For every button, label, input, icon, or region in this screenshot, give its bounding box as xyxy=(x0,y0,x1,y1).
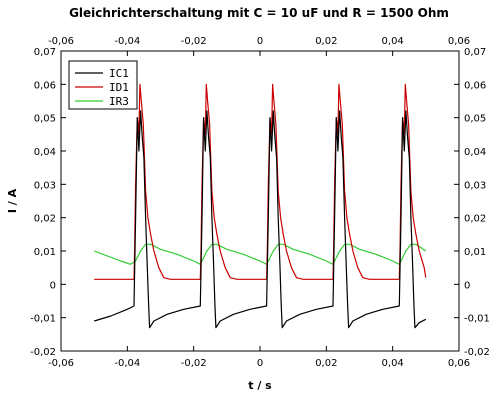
chart-title: Gleichrichterschaltung mit C = 10 uF und… xyxy=(69,6,449,20)
x-tick-label-bottom: -0,06 xyxy=(48,358,74,369)
y-tick-label-right: 0,01 xyxy=(464,247,486,258)
x-tick-label-top: -0,02 xyxy=(181,36,207,47)
y-tick-label-right: 0,03 xyxy=(464,180,486,191)
x-tick-label-bottom: 0,02 xyxy=(315,358,337,369)
y-tick-label-right: 0,07 xyxy=(464,47,486,58)
x-axis-label: t / s xyxy=(248,379,272,392)
x-tick-label-bottom: 0 xyxy=(257,358,263,369)
y-tick-label-left: 0,03 xyxy=(34,180,56,191)
x-tick-label-top: 0,06 xyxy=(448,36,470,47)
legend-label-ic1: IC1 xyxy=(109,67,129,80)
y-tick-label-right: -0,01 xyxy=(464,314,490,325)
y-tick-label-left: -0,02 xyxy=(30,347,56,358)
y-tick-label-right: -0,02 xyxy=(464,347,490,358)
x-tick-label-top: -0,06 xyxy=(48,36,74,47)
x-tick-label-top: -0,04 xyxy=(114,36,140,47)
legend-label-ir3: IR3 xyxy=(109,95,129,108)
x-tick-label-top: 0,02 xyxy=(315,36,337,47)
y-tick-label-right: 0 xyxy=(464,280,470,291)
y-tick-label-left: 0,04 xyxy=(34,147,56,158)
y-tick-label-right: 0,02 xyxy=(464,214,486,225)
x-tick-label-bottom: 0,06 xyxy=(448,358,470,369)
x-tick-label-bottom: -0,04 xyxy=(114,358,140,369)
y-axis-label: I / A xyxy=(6,188,19,213)
x-tick-label-top: 0 xyxy=(257,36,263,47)
y-tick-label-left: 0,01 xyxy=(34,247,56,258)
legend-label-id1: ID1 xyxy=(109,81,129,94)
y-tick-label-left: 0,02 xyxy=(34,214,56,225)
y-tick-label-left: 0,07 xyxy=(34,47,56,58)
y-tick-label-right: 0,06 xyxy=(464,80,486,91)
y-tick-label-left: 0,06 xyxy=(34,80,56,91)
x-tick-label-bottom: -0,02 xyxy=(181,358,207,369)
x-tick-label-top: 0,04 xyxy=(382,36,404,47)
y-tick-label-right: 0,05 xyxy=(464,114,486,125)
y-tick-label-right: 0,04 xyxy=(464,147,486,158)
y-tick-label-left: 0 xyxy=(50,280,56,291)
y-tick-label-left: 0,05 xyxy=(34,114,56,125)
y-tick-label-left: -0,01 xyxy=(30,314,56,325)
x-tick-label-bottom: 0,04 xyxy=(382,358,404,369)
